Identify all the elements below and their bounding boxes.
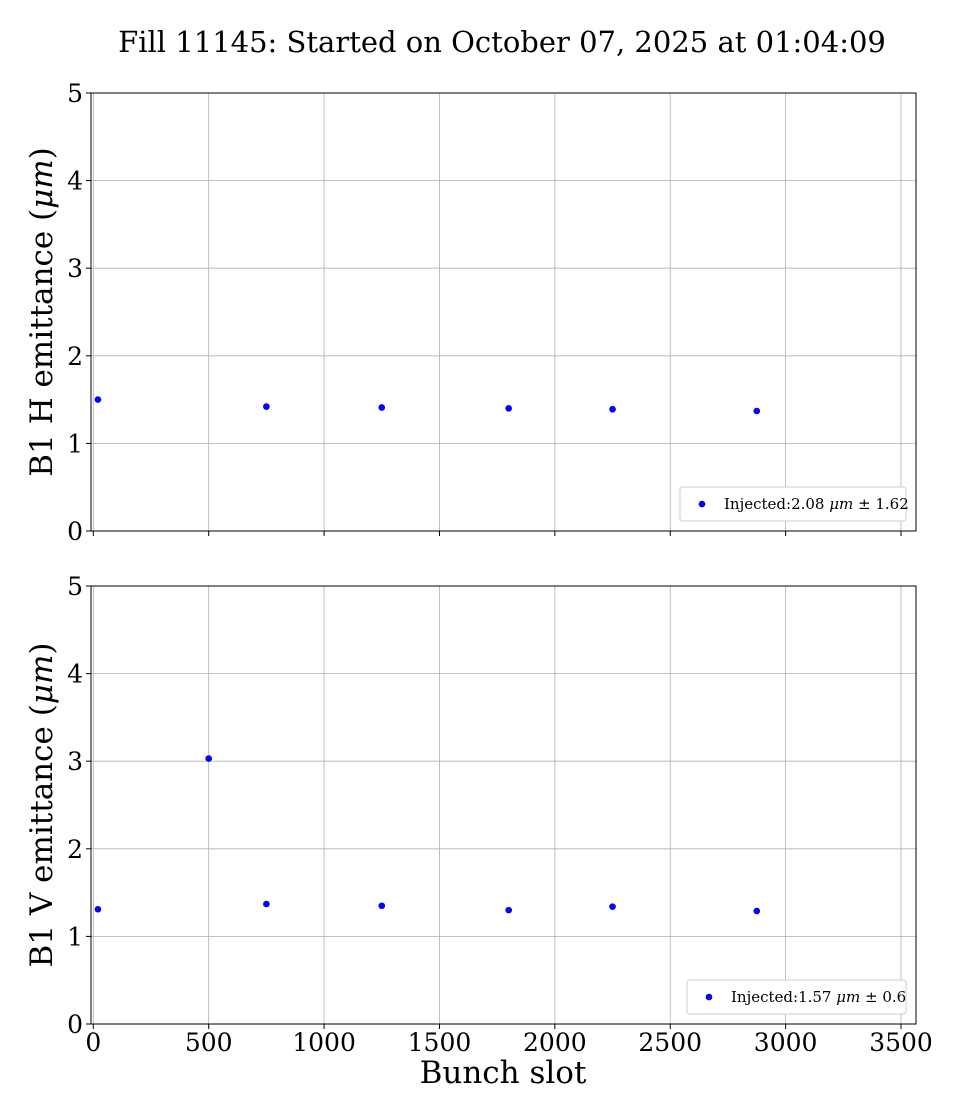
legend-entry: Injected:1.57 μm ± 0.6 — [731, 988, 906, 1006]
data-point — [378, 902, 386, 910]
x-tick-label: 3500 — [869, 1028, 933, 1057]
y-tick-label: 2 — [67, 342, 83, 371]
y-tick-label: 1 — [67, 429, 83, 458]
legend-entry-text: Injected:1.57 — [731, 988, 836, 1006]
data-point — [609, 405, 616, 413]
y-tick-label: 0 — [67, 1010, 83, 1039]
plot-frame — [90, 92, 917, 532]
x-tick-label: 2500 — [638, 1028, 702, 1057]
y-tick-label: 5 — [67, 79, 83, 108]
x-tick-label: 1000 — [292, 1028, 356, 1057]
data-point — [505, 405, 512, 412]
x-axis-label: Bunch slot — [420, 1055, 587, 1091]
legend-marker — [698, 500, 706, 508]
data-point — [205, 755, 212, 762]
data-point — [378, 404, 386, 411]
y-tick-label: 5 — [67, 572, 83, 601]
y-tick-label: 3 — [67, 254, 83, 283]
x-tick-label: 0 — [85, 1028, 101, 1057]
x-tick-label: 1500 — [408, 1028, 472, 1057]
legend: Injected:1.57 μm ± 0.6 — [686, 979, 907, 1015]
legend-entry: Injected:2.08 μm ± 1.62 — [724, 495, 909, 513]
y-axis-label-unit: μm — [24, 159, 60, 209]
legend: Injected:2.08 μm ± 1.62 — [679, 486, 909, 522]
x-tick-label: 500 — [185, 1028, 233, 1057]
y-tick-label: 4 — [67, 167, 83, 196]
legend-entry-unit: μm — [836, 988, 860, 1006]
y-axis-label-text: B1 H emittance ( — [24, 209, 60, 477]
legend-entry-unit: μm — [829, 495, 853, 513]
legend-entry-text-end: ± 0.6 — [860, 988, 906, 1006]
figure-title: Fill 11145: Started on October 07, 2025 … — [118, 25, 886, 59]
y-tick-label: 0 — [67, 517, 83, 546]
legend-marker — [705, 993, 713, 1001]
data-point — [505, 906, 512, 914]
y-axis-label: B1 V emittance (μm) — [24, 643, 60, 968]
data-point — [94, 396, 102, 403]
data-point — [263, 900, 270, 908]
y-axis-label-text-end: ) — [24, 147, 60, 159]
x-tick-label: 2000 — [523, 1028, 587, 1057]
chart-panel-b1-h: 0 1 2 3 4 5 Injected:2.08 μm ± 1.62 B1 H emitta… — [24, 79, 917, 546]
plot-frame — [90, 585, 917, 1025]
legend-entry-text: Injected:2.08 — [724, 495, 829, 513]
data-point — [609, 903, 616, 910]
y-tick-label: 2 — [67, 835, 83, 864]
chart-panel-b1-v: 0 500 1000 1500 2000 2500 3000 3500 0 1 2 3 4 5 Inject… — [24, 572, 933, 1057]
data-point — [753, 907, 761, 915]
y-axis-label-text: B1 V emittance ( — [24, 704, 60, 967]
y-axis-label-unit: μm — [24, 655, 60, 705]
data-point — [753, 407, 761, 415]
y-tick-label: 3 — [67, 747, 83, 776]
data-point — [94, 905, 102, 913]
legend-box — [686, 979, 907, 1015]
legend-entry-text-end: ± 1.62 — [853, 495, 909, 513]
legend-box — [679, 486, 907, 522]
x-tick-label: 3000 — [754, 1028, 818, 1057]
y-tick-label: 1 — [67, 922, 83, 951]
y-tick-label: 4 — [67, 660, 83, 689]
data-point — [263, 403, 270, 410]
y-axis-label-text-end: ) — [24, 643, 60, 655]
y-axis-label: B1 H emittance (μm) — [24, 147, 60, 477]
